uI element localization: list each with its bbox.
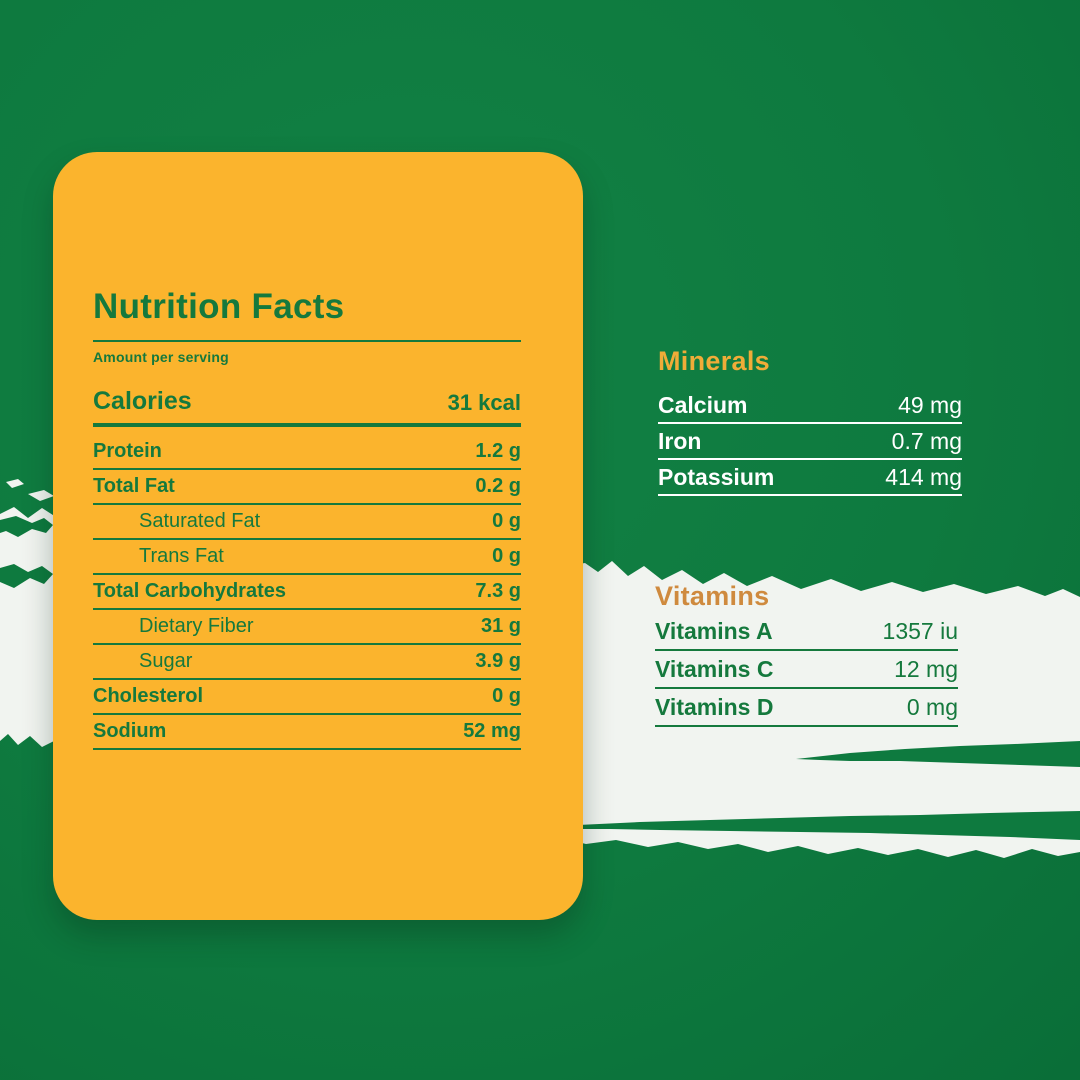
vitamin-row-label: Vitamins D xyxy=(655,693,774,720)
nutrition-row-label: Trans Fat xyxy=(139,545,224,567)
mineral-row-label: Potassium xyxy=(658,463,775,490)
nutrition-row-value: 0.2 g xyxy=(475,475,521,497)
mineral-row-value: 414 mg xyxy=(885,463,962,490)
vitamin-row-label: Vitamins A xyxy=(655,617,773,644)
nutrition-row: Total Carbohydrates 7.3 g xyxy=(93,575,521,610)
green-fleck-island xyxy=(0,564,53,588)
vitamin-row: Vitamins D 0 mg xyxy=(655,689,958,727)
nutrition-row: Cholesterol 0 g xyxy=(93,680,521,715)
mineral-row: Iron 0.7 mg xyxy=(658,424,962,460)
vitamins-panel: Vitamins Vitamins A 1357 iu Vitamins C 1… xyxy=(655,581,958,727)
nutrition-row: Protein 1.2 g xyxy=(93,435,521,470)
nutrition-row: Dietary Fiber 31 g xyxy=(93,610,521,645)
white-paint-speck xyxy=(6,479,24,488)
nutrition-facts-card: Nutrition Facts Amount per serving Calor… xyxy=(53,152,583,920)
mineral-row-label: Calcium xyxy=(658,391,748,418)
nutrition-row-value: 0 g xyxy=(492,545,521,567)
nutrition-row-value: 31 g xyxy=(480,615,521,637)
nutrition-row-value: 52 mg xyxy=(463,720,521,742)
nutrition-row: Total Fat 0.2 g xyxy=(93,470,521,505)
card-title: Nutrition Facts xyxy=(93,287,345,326)
vitamin-row-label: Vitamins C xyxy=(655,655,774,682)
vitamin-row: Vitamins C 12 mg xyxy=(655,651,958,689)
mineral-row: Potassium 414 mg xyxy=(658,460,962,496)
vitamins-rows: Vitamins A 1357 iu Vitamins C 12 mg Vita… xyxy=(655,613,958,727)
mineral-row-label: Iron xyxy=(658,427,702,454)
nutrition-row-value: 7.3 g xyxy=(475,580,521,602)
mineral-row-value: 0.7 mg xyxy=(891,427,962,454)
vitamin-row: Vitamins A 1357 iu xyxy=(655,613,958,651)
minerals-heading: Minerals xyxy=(658,346,770,376)
nutrition-row-label: Dietary Fiber xyxy=(139,615,254,637)
calories-row: Calories 31 kcal xyxy=(93,387,521,427)
nutrition-row: Sugar 3.9 g xyxy=(93,645,521,680)
nutrition-row-label: Sugar xyxy=(139,650,193,672)
nutrition-row-label: Sodium xyxy=(93,720,167,742)
nutrition-row-value: 3.9 g xyxy=(475,650,521,672)
nutrition-row-label: Total Fat xyxy=(93,475,175,497)
nutrition-row: Trans Fat 0 g xyxy=(93,540,521,575)
vitamin-row-value: 12 mg xyxy=(894,655,958,682)
minerals-rows: Calcium 49 mg Iron 0.7 mg Potassium 414 … xyxy=(658,388,962,496)
nutrition-row-value: 1.2 g xyxy=(475,440,521,462)
nutrition-row-label: Cholesterol xyxy=(93,685,204,707)
nutrition-row-label: Total Carbohydrates xyxy=(93,580,286,602)
nutrition-row-label: Saturated Fat xyxy=(139,510,261,532)
nutrition-row: Sodium 52 mg xyxy=(93,715,521,750)
nutrition-row-value: 0 g xyxy=(492,510,521,532)
green-brush-streak-low xyxy=(578,811,1080,840)
vitamins-heading: Vitamins xyxy=(655,581,770,611)
minerals-panel: Minerals Calcium 49 mg Iron 0.7 mg Potas… xyxy=(658,346,962,496)
mineral-row: Calcium 49 mg xyxy=(658,388,962,424)
nutrition-row: Saturated Fat 0 g xyxy=(93,505,521,540)
green-fleck-island xyxy=(0,516,53,537)
serving-note: Amount per serving xyxy=(93,349,229,365)
vitamin-row-value: 0 mg xyxy=(906,693,958,720)
vitamin-row-value: 1357 iu xyxy=(882,617,958,644)
nutrition-row-value: 0 g xyxy=(492,685,521,707)
mineral-row-value: 49 mg xyxy=(898,391,962,418)
nutrition-row-label: Protein xyxy=(93,440,162,462)
calories-value: 31 kcal xyxy=(447,390,521,415)
calories-label: Calories xyxy=(93,387,192,415)
green-brush-streak-mid xyxy=(796,741,1080,767)
nutrition-rows: Protein 1.2 g Total Fat 0.2 g Saturated … xyxy=(93,435,521,750)
white-paint-speck xyxy=(28,490,54,501)
title-divider xyxy=(93,340,521,342)
